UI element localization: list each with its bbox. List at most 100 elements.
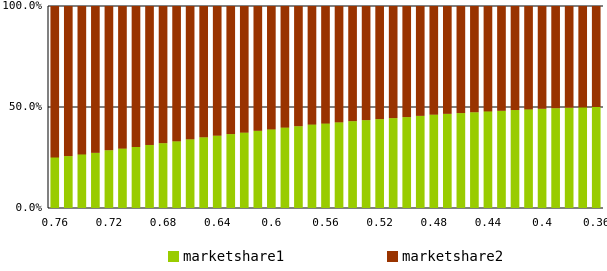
- bar-segment: [294, 6, 303, 127]
- bar-segment: [172, 6, 181, 142]
- legend-label: marketshare2: [402, 249, 503, 265]
- legend-swatch: [168, 251, 179, 262]
- x-tick-label: 0.64: [204, 216, 231, 229]
- bar-segment: [226, 6, 236, 135]
- bar-segment: [402, 6, 412, 118]
- bar-segment: [212, 135, 222, 208]
- bar-segment: [497, 110, 506, 208]
- bar-segment: [429, 114, 439, 208]
- x-tick-label: 0.4: [532, 216, 552, 229]
- bar-segment: [104, 6, 114, 151]
- bar-segment: [375, 119, 384, 208]
- bar-segment: [524, 109, 533, 208]
- bar-segment: [185, 139, 195, 208]
- bar-segment: [375, 6, 384, 120]
- bar-segment: [77, 6, 87, 155]
- bar-segment: [537, 108, 547, 208]
- bar-segment: [578, 107, 588, 208]
- bar-segment: [104, 150, 114, 208]
- bar-segment: [50, 157, 60, 208]
- bar-segment: [294, 126, 303, 208]
- bar-segment: [267, 6, 276, 130]
- bar-segment: [510, 6, 520, 111]
- bar-segment: [564, 107, 574, 208]
- bar-segment: [239, 132, 249, 208]
- bar-segment: [470, 6, 479, 113]
- bar-segment: [253, 130, 263, 208]
- x-tick-label: 0.68: [150, 216, 177, 229]
- bar-segment: [321, 6, 330, 124]
- bar-segment: [456, 113, 466, 208]
- bar-segment: [280, 6, 290, 128]
- bar-segment: [199, 6, 209, 138]
- bar-segment: [483, 6, 493, 112]
- bar-segment: [63, 6, 73, 157]
- bar-segment: [402, 117, 412, 208]
- bar-segment: [50, 6, 60, 158]
- bar-segment: [267, 129, 276, 208]
- bar-segment: [77, 154, 87, 208]
- bar-segment: [578, 6, 588, 108]
- bar-segment: [280, 127, 290, 208]
- bar-segment: [442, 113, 452, 208]
- bar-segment: [307, 124, 317, 208]
- bar-segment: [307, 6, 317, 125]
- bar-segment: [442, 6, 452, 114]
- bar-segment: [456, 6, 466, 114]
- legend-swatch: [387, 251, 398, 262]
- bar-segment: [551, 108, 560, 208]
- bar-segment: [158, 143, 168, 208]
- x-tick-label: 0.48: [421, 216, 448, 229]
- bar-segment: [348, 121, 357, 208]
- bar-segment: [361, 120, 371, 208]
- bar-segment: [470, 112, 479, 208]
- bar-segment: [131, 6, 141, 147]
- x-tick-label: 0.6: [261, 216, 281, 229]
- y-tick-label: 100.0%: [2, 0, 42, 12]
- x-tick-label: 0.52: [366, 216, 393, 229]
- bar-segment: [226, 134, 236, 208]
- bar-segment: [497, 6, 506, 111]
- bar-segment: [253, 6, 263, 131]
- bar-segment: [388, 118, 398, 208]
- bar-segment: [361, 6, 371, 121]
- bar-segment: [591, 6, 601, 107]
- bar-segment: [334, 122, 344, 208]
- bar-segment: [185, 6, 195, 140]
- bar-segment: [91, 152, 100, 208]
- x-tick-label: 0.36: [583, 216, 607, 229]
- bar-segment: [591, 107, 601, 208]
- bar-segment: [172, 141, 181, 208]
- bar-segment: [388, 6, 398, 119]
- bar-segment: [199, 137, 209, 208]
- bar-segment: [483, 111, 493, 208]
- y-tick-label: 50.0%: [9, 100, 42, 113]
- bar-segment: [537, 6, 547, 109]
- x-tick-label: 0.56: [312, 216, 339, 229]
- y-tick-label: 0.0%: [16, 201, 43, 214]
- bar-segment: [91, 6, 100, 153]
- bar-segment: [239, 6, 249, 133]
- x-tick-label: 0.76: [42, 216, 69, 229]
- x-tick-label: 0.44: [475, 216, 502, 229]
- bar-segment: [145, 6, 154, 145]
- bar-segment: [510, 110, 520, 208]
- bar-segment: [63, 156, 73, 208]
- bar-segment: [145, 144, 154, 208]
- bar-segment: [551, 6, 560, 109]
- bar-segment: [118, 148, 127, 208]
- bar-segment: [334, 6, 344, 123]
- bar-segment: [212, 6, 222, 136]
- bar-segment: [564, 6, 574, 108]
- legend-label: marketshare1: [183, 249, 284, 265]
- bar-segment: [321, 123, 330, 208]
- bar-segment: [429, 6, 439, 115]
- bar-segment: [158, 6, 168, 144]
- bar-segment: [118, 6, 127, 149]
- bar-segment: [131, 146, 141, 208]
- bar-segment: [415, 115, 425, 208]
- x-tick-label: 0.72: [96, 216, 123, 229]
- bar-segment: [524, 6, 533, 110]
- bar-segment: [348, 6, 357, 122]
